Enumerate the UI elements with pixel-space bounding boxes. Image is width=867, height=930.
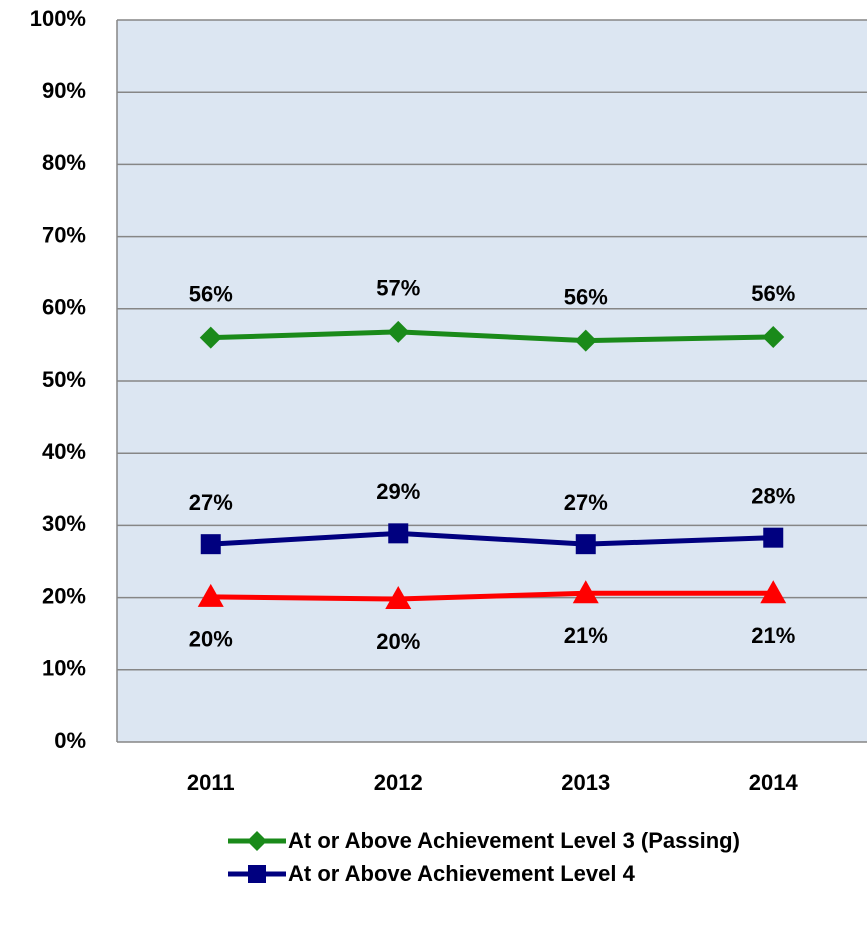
data-label: 56% (189, 281, 233, 306)
data-label: 56% (564, 284, 608, 309)
data-label: 57% (376, 276, 420, 301)
marker (763, 527, 784, 548)
x-tick-label: 2014 (749, 770, 799, 795)
y-tick-label: 30% (42, 511, 86, 536)
y-tick-label: 60% (42, 295, 86, 320)
data-label: 21% (564, 623, 608, 648)
legend-entry: At or Above Achievement Level 3 (Passing… (228, 824, 748, 857)
data-label: 27% (564, 490, 608, 515)
series-line (210, 530, 774, 547)
marker (388, 523, 409, 544)
data-label: 20% (376, 629, 420, 654)
data-label: 21% (751, 623, 795, 648)
data-label: 56% (751, 281, 795, 306)
x-tick-label: 2013 (561, 770, 610, 795)
y-tick-label: 80% (42, 150, 86, 175)
y-tick-label: 40% (42, 439, 86, 464)
series-line (210, 590, 774, 602)
data-label: 28% (751, 483, 795, 508)
marker (575, 534, 596, 555)
data-label: 27% (189, 490, 233, 515)
series-line (210, 329, 774, 344)
legend-label: At or Above Achievement Level 3 (Passing… (288, 828, 740, 853)
marker (199, 326, 222, 349)
y-tick-label: 20% (42, 583, 86, 608)
y-tick-label: 100% (30, 6, 86, 31)
marker (197, 583, 224, 607)
chart: 0% 10% 20% 30% 40% 50% 60% 70% 80% 90% 100% 2011 201… (30, 6, 867, 795)
legend-marker (247, 831, 267, 851)
legend-marker (248, 865, 266, 883)
x-tick-label: 2011 (187, 770, 235, 795)
y-tick-label: 90% (42, 78, 86, 103)
legend-swatch (228, 865, 286, 883)
marker (385, 586, 412, 610)
marker (200, 534, 221, 555)
legend: At or Above Achievement Level 3 (Passing… (228, 824, 748, 890)
y-tick-label: 0% (54, 728, 86, 753)
legend-swatch (228, 831, 286, 851)
y-tick-label: 10% (42, 656, 86, 681)
y-tick-label: 50% (42, 367, 86, 392)
legend-label: At or Above Achievement Level 4 (288, 861, 635, 886)
y-tick-label: 70% (42, 222, 86, 247)
marker (760, 580, 787, 604)
data-label: 20% (189, 627, 233, 652)
marker (762, 325, 785, 348)
marker (572, 580, 599, 604)
data-label: 29% (376, 479, 420, 504)
marker (387, 320, 410, 343)
x-tick-label: 2012 (374, 770, 423, 795)
marker (574, 329, 597, 352)
legend-entry: At or Above Achievement Level 4 (228, 857, 748, 890)
